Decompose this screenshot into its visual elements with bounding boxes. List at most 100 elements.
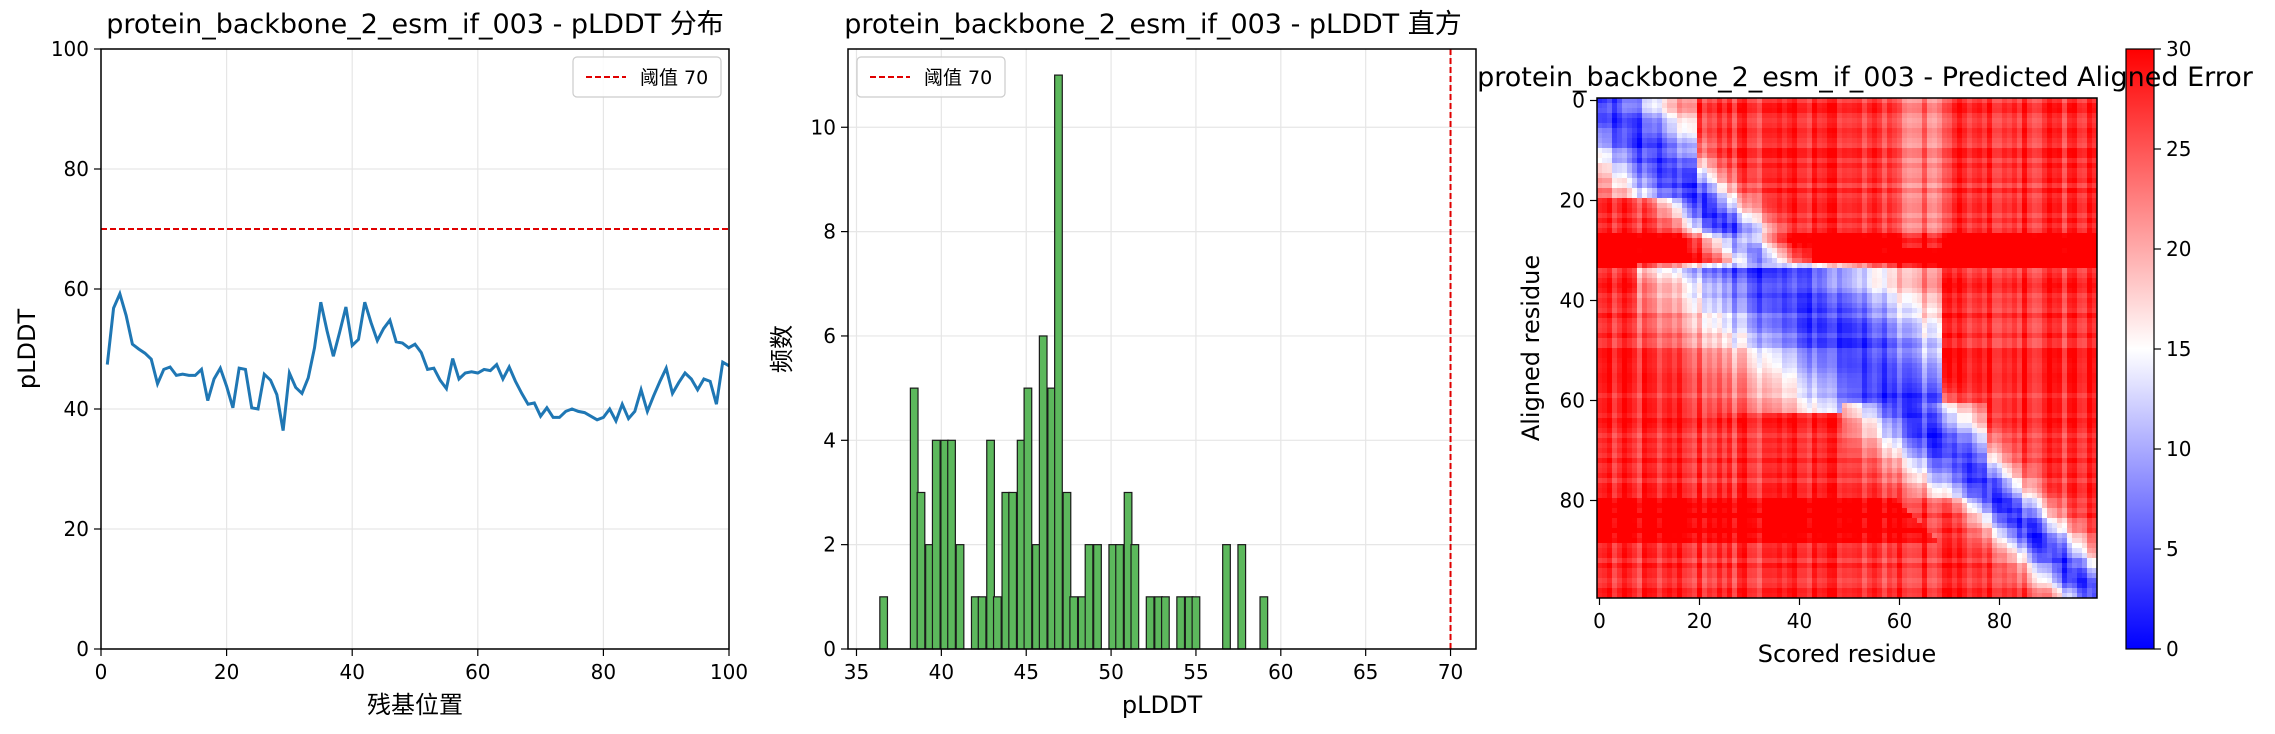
pae-cell (1807, 148, 1812, 153)
pae-cell (1757, 128, 1762, 133)
pae-cell (1662, 323, 1667, 328)
pae-cell (1652, 298, 1657, 303)
pae-cell (1967, 318, 1972, 323)
pae-cell (1702, 228, 1707, 233)
pae-cell (1667, 273, 1672, 278)
pae-cell (1932, 228, 1937, 233)
pae-cell (1892, 168, 1897, 173)
pae-cell (2022, 183, 2027, 188)
pae-cell (2077, 168, 2082, 173)
pae-cell (1927, 313, 1932, 318)
pae-cell (2002, 193, 2007, 198)
pae-cell (2047, 173, 2052, 178)
pae-cell (1597, 118, 1602, 123)
pae-cell (1672, 268, 1677, 273)
pae-cell (1982, 108, 1987, 113)
pae-cell (2017, 278, 2022, 283)
pae-cell (2027, 288, 2032, 293)
pae-cell (1962, 328, 1967, 333)
pae-cell (1902, 158, 1907, 163)
pae-cell (1707, 108, 1712, 113)
pae-cell (1862, 258, 1867, 263)
pae-cell (1947, 233, 1952, 238)
pae-cell (2012, 113, 2017, 118)
pae-cell (2027, 223, 2032, 228)
pae-cell (2072, 103, 2077, 108)
pae-cell (1812, 108, 1817, 113)
pae-cell (1622, 298, 1627, 303)
pae-cell (1952, 293, 1957, 298)
pae-cell (1767, 208, 1772, 213)
pae-cell (2007, 288, 2012, 293)
pae-cell (1642, 303, 1647, 308)
pae-cell (1702, 243, 1707, 248)
pae-cell (1687, 338, 1692, 343)
pae-cell (1602, 253, 1607, 258)
pae-cell (1612, 238, 1617, 243)
pae-cell (1997, 213, 2002, 218)
pae-cell (1607, 253, 1612, 258)
pae-cell (1922, 233, 1927, 238)
pae-cell (1722, 243, 1727, 248)
pae-cell (1872, 183, 1877, 188)
pae-cell (2032, 213, 2037, 218)
pae-cell (1842, 123, 1847, 128)
pae-cell (1832, 118, 1837, 123)
pae-cell (2082, 288, 2087, 293)
pae-cell (1912, 128, 1917, 133)
pae-cell (2047, 223, 2052, 228)
pae-cell (2062, 168, 2067, 173)
pae-cell (1612, 148, 1617, 153)
pae-cell (1647, 183, 1652, 188)
pae-cell (1967, 273, 1972, 278)
pae-cell (1807, 173, 1812, 178)
pae-cell (1812, 328, 1817, 333)
pae-cell (1967, 158, 1972, 163)
pae-cell (1692, 248, 1697, 253)
pae-cell (1747, 313, 1752, 318)
pae-cell (1867, 113, 1872, 118)
pae-cell (1612, 228, 1617, 233)
pae-cell (1772, 183, 1777, 188)
pae-cell (1667, 153, 1672, 158)
pae-cell (1612, 278, 1617, 283)
pae-cell (1602, 218, 1607, 223)
pae-cell (1702, 133, 1707, 138)
pae-cell (1947, 293, 1952, 298)
pae-cell (1852, 233, 1857, 238)
pae-cell (1852, 208, 1857, 213)
pae-cell (1627, 238, 1632, 243)
pae-cell (1867, 178, 1872, 183)
pae-cell (1642, 268, 1647, 273)
pae-cell (1802, 148, 1807, 153)
pae-cell (1637, 253, 1642, 258)
pae-cell (1942, 188, 1947, 193)
pae-cell (1892, 173, 1897, 178)
pae-cell (1847, 173, 1852, 178)
pae-cell (2002, 283, 2007, 288)
pae-cell (1637, 278, 1642, 283)
pae-cell (1747, 268, 1752, 273)
pae-cell (1877, 98, 1882, 103)
pae-cell (1617, 258, 1622, 263)
pae-cell (1762, 268, 1767, 273)
pae-cell (1682, 218, 1687, 223)
pae-cell (1662, 143, 1667, 148)
pae-cell (1732, 313, 1737, 318)
pae-cell (1642, 203, 1647, 208)
pae-cell (1987, 278, 1992, 283)
pae-cell (1787, 233, 1792, 238)
pae-cell (1617, 268, 1622, 273)
pae-cell (1872, 263, 1877, 268)
pae-cell (1842, 323, 1847, 328)
pae-cell (1807, 258, 1812, 263)
pae-cell (1872, 318, 1877, 323)
pae-cell (1752, 233, 1757, 238)
pae-cell (1762, 103, 1767, 108)
pae-cell (2022, 148, 2027, 153)
pae-cell (1672, 258, 1677, 263)
pae-cell (1912, 293, 1917, 298)
pae-cell (1897, 233, 1902, 238)
pae-cell (1847, 218, 1852, 223)
pae-cell (1647, 158, 1652, 163)
